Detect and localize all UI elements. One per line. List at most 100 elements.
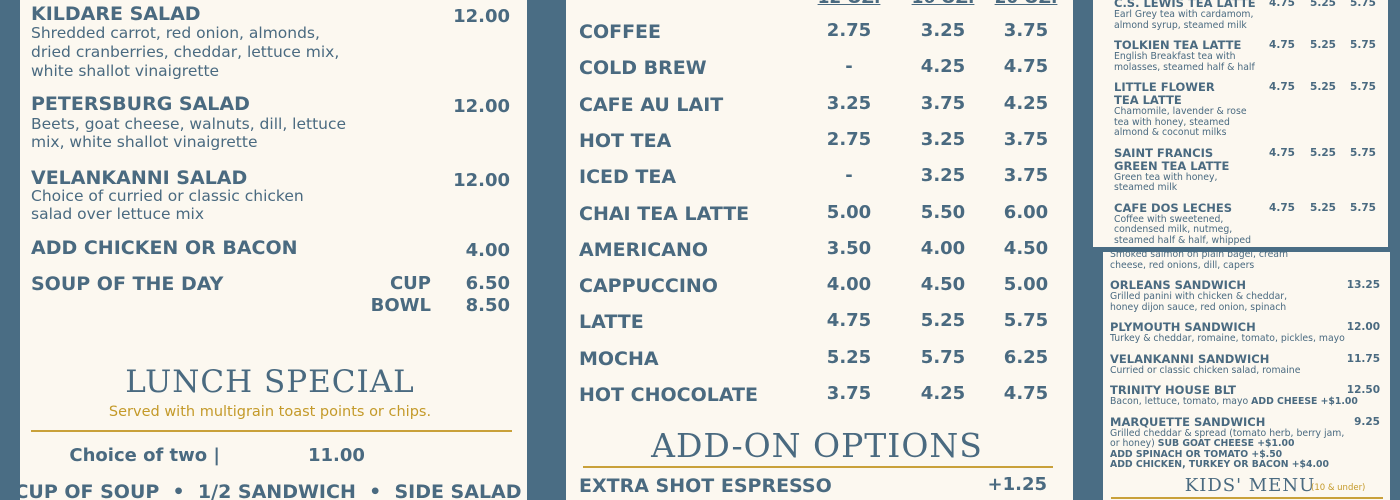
latte-price: 5.25	[1310, 81, 1336, 93]
description-text: Grilled cheddar & spread (tomato herb, b…	[1110, 427, 1345, 439]
drink-price: 4.75	[1003, 56, 1049, 78]
drink-price: 4.25	[920, 383, 966, 404]
size-header: 12 OZ.	[818, 0, 881, 8]
description-text: honey dijon sauce, red onion, spinach	[1110, 301, 1287, 313]
drink-price: 5.50	[920, 201, 966, 223]
addon-text: ADD CHEESE +$1.00	[1251, 396, 1358, 407]
description-text: or honey)	[1110, 438, 1155, 449]
drink-price: 5.25	[826, 346, 872, 368]
drink-price: 3.75	[1003, 20, 1049, 41]
drink-price: 4.75	[826, 310, 872, 332]
sandwich-description: or honey) SUB GOAT CHEESE +$1.00	[1110, 438, 1294, 449]
size-header: 20 OZ.	[995, 0, 1058, 8]
soup-name: SOUP OF THE DAY	[31, 273, 224, 295]
latte-description: Green tea with honey,	[1114, 171, 1218, 183]
drink-price: 4.25	[1003, 92, 1049, 114]
drink-price: 3.25	[920, 128, 966, 150]
latte-price: 5.75	[1350, 201, 1376, 214]
sandwich-price: 11.75	[1346, 352, 1380, 365]
lunch-price: 11.00	[308, 445, 365, 466]
drink-price: 4.00	[826, 274, 872, 296]
drink-price: 5.00	[826, 201, 872, 223]
latte-description: steamed half & half, whipped	[1114, 234, 1252, 246]
drink-price: 5.75	[920, 346, 966, 368]
sandwich-description: Turkey & cheddar, romaine, tomato, pickl…	[1110, 333, 1345, 344]
drink-price: 4.50	[1003, 237, 1049, 259]
size-header: 16 OZ.	[912, 0, 975, 8]
lunch-choice: Choice of two |	[69, 445, 220, 466]
sandwiches-panel: Smoked salmon on plain bagel, cream chees…	[1103, 252, 1390, 500]
drink-price: 4.00	[920, 237, 966, 259]
tea-lattes-panel: 4.75 5.25 5.75 C.S. LEWIS TEA LATTE Earl Gre…	[1093, 0, 1388, 247]
latte-price: 5.25	[1310, 0, 1336, 9]
drink-price: 4.25	[920, 56, 966, 78]
latte-price: 4.75	[1269, 81, 1295, 93]
latte-description: almond & coconut milks	[1114, 127, 1227, 138]
drink-name: COFFEE	[579, 21, 662, 43]
latte-price: 5.75	[1350, 0, 1376, 9]
item-price: 12.00	[453, 170, 510, 191]
addons-title: ADD-ON OPTIONS	[651, 426, 983, 465]
drink-price: 3.25	[920, 20, 966, 41]
drink-price: 4.75	[1003, 383, 1049, 404]
sandwich-price: 12.00	[1346, 321, 1380, 333]
drink-price: 5.00	[1003, 274, 1049, 296]
item-name: PETERSBURG SALAD	[31, 93, 250, 115]
kids-menu-note: (10 & under)	[1311, 483, 1366, 493]
addon-name: EXTRA SHOT ESPRESSO	[579, 475, 832, 497]
latte-price: 5.75	[1350, 81, 1376, 93]
latte-description: Chamomile, lavender & rose	[1114, 106, 1247, 117]
sandwich-name: PLYMOUTH SANDWICH	[1110, 320, 1256, 334]
drink-price: 3.75	[920, 92, 966, 114]
cup-label: CUP	[389, 273, 431, 294]
drink-name: CHAI TEA LATTE	[579, 202, 750, 225]
drink-name: HOT CHOCOLATE	[579, 384, 758, 406]
sandwich-description: Bacon, lettuce, tomato, mayo ADD CHEESE …	[1110, 396, 1358, 407]
sandwich-name: ORLEANS SANDWICH	[1110, 278, 1247, 292]
sandwich-name: VELANKANNI SANDWICH	[1110, 351, 1270, 366]
item-name: KILDARE SALAD	[31, 3, 201, 25]
item-description: mix, white shallot vinaigrette	[31, 133, 258, 151]
drink-price: 3.50	[826, 237, 872, 259]
sandwich-price: 13.25	[1346, 279, 1380, 291]
lunch-special-subtitle: Served with multigrain toast points or c…	[108, 404, 432, 420]
drink-price: 3.75	[1003, 165, 1049, 187]
drink-price: 3.75	[1003, 128, 1049, 150]
latte-description: steamed milk	[1114, 182, 1178, 193]
item-description: Shredded carrot, red onion, almonds,	[31, 24, 320, 42]
lunch-special-title: LUNCH SPECIAL	[125, 364, 415, 400]
drink-price: 5.25	[920, 310, 966, 332]
latte-description: cream	[1114, 245, 1143, 247]
bowl-label: BOWL	[370, 295, 431, 316]
item-price: 12.00	[453, 96, 510, 117]
latte-description: Earl Grey tea with cardamom,	[1114, 9, 1254, 20]
sandwich-price: 12.50	[1346, 384, 1380, 396]
drink-price: -	[845, 56, 853, 78]
drink-price: 6.25	[1003, 346, 1049, 368]
latte-price: 5.75	[1350, 39, 1376, 51]
drink-price: 2.75	[826, 128, 872, 150]
drink-name: COLD BREW	[579, 57, 707, 80]
latte-description: molasses, steamed half & half	[1114, 61, 1255, 73]
drink-name: HOT TEA	[579, 129, 672, 152]
sandwich-name: TRINITY HOUSE BLT	[1110, 383, 1236, 397]
drink-name: AMERICANO	[579, 238, 708, 261]
latte-price: 4.75	[1269, 0, 1295, 9]
description-text: Curried or classic chicken salad, romain…	[1110, 364, 1301, 376]
latte-name: GREEN TEA LATTE	[1114, 158, 1230, 173]
latte-name: TOLKIEN TEA LATTE	[1114, 38, 1242, 52]
drink-price: 3.25	[920, 165, 966, 187]
item-description: cheese, red onions, dill, capers	[1110, 260, 1255, 271]
salads-panel: KILDARE SALAD 12.00 Shredded carrot, red o…	[20, 0, 527, 500]
bowl-price: 8.50	[465, 295, 510, 316]
description-text: Bacon, lettuce, tomato, mayo	[1110, 396, 1249, 407]
item-description: white shallot vinaigrette	[31, 62, 220, 80]
item-name: VELANKANNI SALAD	[31, 167, 248, 189]
item-name: ADD CHICKEN OR BACON	[31, 237, 298, 259]
drink-name: LATTE	[579, 311, 644, 334]
latte-name: LITTLE FLOWER	[1114, 80, 1215, 94]
item-description: Choice of curried or classic chicken	[31, 187, 304, 205]
drink-name: CAFE AU LAIT	[579, 93, 724, 116]
item-price: 12.00	[453, 6, 510, 27]
item-price: 4.00	[465, 240, 510, 261]
